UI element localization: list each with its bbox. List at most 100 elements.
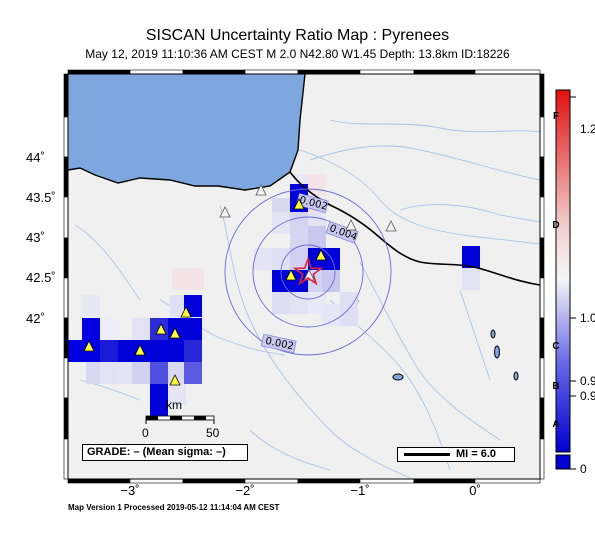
frame-segment-left bbox=[63, 317, 69, 359]
frame-segment-right bbox=[539, 277, 545, 319]
uncertainty-cell bbox=[322, 248, 340, 270]
frame-segment-right bbox=[539, 196, 545, 239]
uncertainty-cells bbox=[68, 174, 480, 420]
station-marker bbox=[169, 327, 181, 339]
frame-segment-right bbox=[539, 438, 545, 480]
uncertainty-cell bbox=[290, 270, 308, 292]
frame-segment-left bbox=[63, 116, 69, 158]
lat-label: 44˚ bbox=[26, 149, 45, 165]
frame-segment-top bbox=[413, 69, 476, 75]
frame-segment-right bbox=[539, 237, 545, 279]
uncertainty-cell bbox=[168, 384, 186, 406]
colorbar-value-1-0: 1.0 bbox=[580, 311, 595, 325]
colorbar-letter-c: C bbox=[552, 341, 560, 352]
uncertainty-cell bbox=[340, 304, 358, 326]
coastline bbox=[68, 74, 306, 191]
uncertainty-cell bbox=[100, 318, 118, 340]
colorbar-value-1-2: 1.2 bbox=[580, 122, 595, 136]
contours bbox=[224, 188, 392, 356]
mi-legend-label: MI = 6.0 bbox=[456, 448, 497, 460]
uncertainty-cell bbox=[118, 362, 136, 384]
uncertainty-cell bbox=[68, 340, 86, 362]
colorbar-value-0-9b: 0.9 bbox=[580, 389, 595, 403]
station-marker-unused bbox=[255, 184, 267, 196]
frame-segment-left bbox=[63, 237, 69, 279]
lon-label: −2˚ bbox=[235, 483, 255, 498]
frame-segment-right bbox=[539, 317, 545, 359]
uncertainty-cell bbox=[150, 362, 168, 384]
scale-bar bbox=[145, 415, 215, 424]
frame-segment-bottom bbox=[413, 478, 476, 484]
rivers bbox=[74, 119, 540, 479]
uncertainty-cell bbox=[82, 318, 100, 340]
station-marker-unused bbox=[303, 269, 315, 281]
frame-segment-right bbox=[539, 357, 545, 399]
frame-segment-left bbox=[63, 196, 69, 239]
colorbar-value-0: 0 bbox=[580, 462, 587, 476]
station-marker-unused bbox=[219, 206, 231, 218]
frame-segment-right bbox=[539, 397, 545, 440]
uncertainty-cell bbox=[168, 340, 186, 362]
scale-label-0: 0 bbox=[142, 426, 149, 440]
colorbar-letter-b: B bbox=[552, 381, 560, 392]
frame-segment-top bbox=[67, 69, 131, 75]
station-marker bbox=[134, 344, 146, 356]
uncertainty-cell bbox=[132, 362, 150, 384]
frame-segment-top bbox=[474, 69, 541, 75]
mi-legend-line bbox=[404, 453, 450, 456]
station-marker bbox=[285, 269, 297, 281]
uncertainty-cell bbox=[308, 270, 326, 292]
uncertainty-cell bbox=[184, 362, 202, 384]
frame-segment-top bbox=[129, 69, 184, 75]
station-marker bbox=[83, 340, 95, 352]
frame-segment-right bbox=[539, 73, 545, 118]
mi-legend: MI = 6.0 bbox=[397, 447, 515, 462]
lat-label: 43˚ bbox=[26, 230, 45, 245]
uncertainty-cell bbox=[150, 340, 168, 362]
epicenter-star bbox=[292, 256, 324, 286]
event-subtitle: May 12, 2019 11:10:36 AM CEST M 2.0 N42.… bbox=[85, 47, 510, 61]
lat-label: 42.5˚ bbox=[26, 270, 56, 286]
uncertainty-cell bbox=[150, 398, 168, 420]
colorbar-letter-a: A bbox=[552, 419, 560, 430]
frame-segment-bottom bbox=[474, 478, 541, 484]
uncertainty-cell bbox=[322, 270, 340, 292]
colorbar bbox=[555, 89, 576, 470]
uncertainty-cell bbox=[132, 318, 150, 340]
uncertainty-cell bbox=[254, 248, 272, 270]
uncertainty-cell bbox=[118, 340, 136, 362]
frame-segment-left bbox=[63, 73, 69, 118]
frame-segment-top bbox=[297, 69, 361, 75]
station-marker bbox=[293, 198, 305, 210]
uncertainty-cell bbox=[290, 292, 308, 314]
lat-label: 42˚ bbox=[26, 310, 45, 326]
uncertainty-cell bbox=[462, 268, 480, 290]
uncertainty-cell bbox=[184, 340, 202, 362]
uncertainty-cell bbox=[322, 304, 340, 326]
frame-segment-left bbox=[63, 156, 69, 198]
uncertainty-cell bbox=[462, 246, 480, 268]
map-title: SISCAN Uncertainty Ratio Map : Pyrenees bbox=[145, 27, 450, 44]
uncertainty-cell bbox=[272, 292, 290, 314]
frame-segment-top bbox=[182, 69, 246, 75]
uncertainty-cell bbox=[272, 248, 290, 270]
lon-label: −3˚ bbox=[120, 483, 140, 498]
colorbar-value-0-9a: 0.9 bbox=[580, 374, 595, 388]
map-footer: Map Version 1 Processed 2019-05-12 11:14… bbox=[68, 503, 280, 512]
station-marker bbox=[180, 306, 192, 318]
uncertainty-cell bbox=[308, 292, 326, 314]
scale-unit: km bbox=[166, 398, 182, 412]
colorbar-letter-d: D bbox=[552, 220, 560, 231]
uncertainty-cell bbox=[308, 226, 326, 248]
frame-segment-top bbox=[359, 69, 415, 75]
frame-segment-left bbox=[63, 397, 69, 440]
stations bbox=[83, 184, 397, 386]
lat-label: 43.5˚ bbox=[26, 189, 56, 205]
frame-segment-left bbox=[63, 438, 69, 480]
lon-label: −1˚ bbox=[350, 483, 370, 498]
uncertainty-cell bbox=[82, 295, 100, 317]
frame-segment-right bbox=[539, 156, 545, 198]
station-marker-unused bbox=[345, 219, 357, 231]
frame-segment-left bbox=[63, 357, 69, 399]
